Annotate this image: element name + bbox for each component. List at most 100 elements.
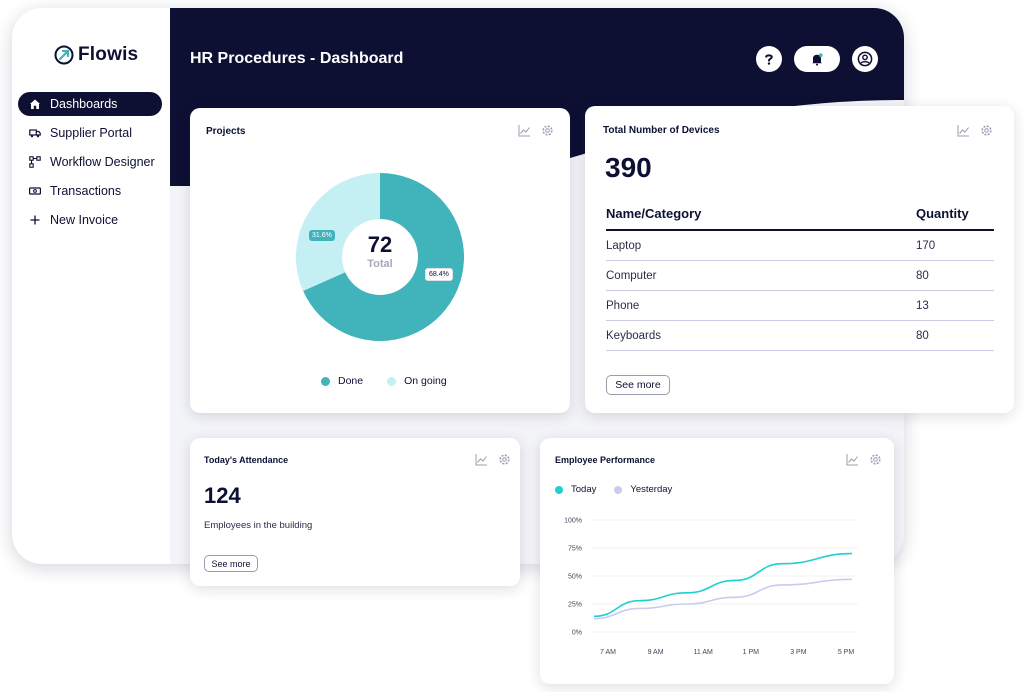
- help-button[interactable]: [756, 46, 782, 72]
- gear-icon[interactable]: [869, 453, 882, 466]
- column-header-quantity: Quantity: [916, 206, 969, 221]
- line-chart-icon[interactable]: [475, 453, 488, 466]
- x-tick-label: 3 PM: [790, 649, 807, 656]
- sidebar: Flowis Dashboards Supplier Portal Workfl…: [12, 8, 170, 564]
- projects-card: Projects 72 Total 68.4% 31.6% Done On go…: [190, 108, 570, 413]
- profile-button[interactable]: [852, 46, 878, 72]
- x-tick-label: 11 AM: [694, 649, 713, 656]
- devices-card-tools: [957, 124, 993, 137]
- row-divider: [606, 320, 994, 321]
- sidebar-nav: Dashboards Supplier Portal Workflow Desi…: [18, 92, 162, 237]
- table-cell-name: Computer: [606, 270, 657, 282]
- series-line-today: [593, 552, 853, 618]
- page-title: HR Procedures - Dashboard: [190, 50, 404, 67]
- performance-line-chart: 0% 25% 50% 75% 100% 7 AM 9 AM 11 AM 1 PM 3 PM 5 PM: [564, 518, 858, 656]
- projects-total-value: 72: [367, 232, 393, 257]
- devices-see-more-button[interactable]: See more: [606, 375, 670, 395]
- devices-total: 390: [605, 152, 652, 183]
- sidebar-item-transactions[interactable]: Transactions: [18, 179, 162, 203]
- column-header-name: Name/Category: [606, 206, 702, 221]
- attendance-card: Today's Attendance 124 Employees in the …: [190, 438, 520, 586]
- series-line-yesterday: [593, 578, 853, 620]
- plus-icon: [28, 213, 42, 227]
- performance-card: Employee Performance Today Yesterday 0% 2…: [540, 438, 894, 684]
- devices-card-title: Total Number of Devices: [603, 125, 720, 136]
- sidebar-item-label: Dashboards: [50, 97, 118, 111]
- gear-icon[interactable]: [980, 124, 993, 137]
- header-actions: [756, 46, 878, 72]
- flowis-logo-icon: [54, 45, 74, 65]
- home-icon: [28, 97, 42, 111]
- table-cell-quantity: 80: [916, 330, 929, 342]
- y-tick-label: 75%: [568, 546, 582, 553]
- y-tick-label: 100%: [564, 518, 582, 525]
- attendance-see-more-button[interactable]: See more: [204, 555, 258, 572]
- donut-slice-on-going: [296, 173, 380, 291]
- attendance-count: 124: [204, 483, 241, 508]
- y-tick-label: 50%: [568, 574, 582, 581]
- y-tick-label: 25%: [568, 602, 582, 609]
- projects-donut-chart: [296, 173, 464, 341]
- sidebar-item-label: Supplier Portal: [50, 126, 132, 140]
- legend-today-swatch: [555, 485, 563, 494]
- donut-slice-done: [303, 173, 464, 341]
- sidebar-item-supplier-portal[interactable]: Supplier Portal: [18, 121, 162, 145]
- line-chart-icon[interactable]: [846, 453, 859, 466]
- user-icon: [857, 51, 873, 67]
- logo-text: Flowis: [78, 44, 139, 65]
- attendance-card-tools: [475, 453, 511, 466]
- table-cell-quantity: 170: [916, 240, 936, 252]
- table-cell-name: Keyboards: [606, 330, 661, 342]
- row-divider: [606, 290, 994, 291]
- sidebar-item-new-invoice[interactable]: New Invoice: [18, 208, 162, 232]
- legend-ongoing-label: On going: [404, 375, 447, 387]
- help-icon: [765, 54, 773, 65]
- sidebar-item-label: Transactions: [50, 184, 122, 198]
- attendance-subtitle: Employees in the building: [204, 520, 313, 531]
- projects-total-label: Total: [367, 258, 393, 270]
- cash-icon: [28, 184, 42, 198]
- bell-icon: [812, 53, 823, 66]
- legend-yesterday-swatch: [614, 485, 623, 494]
- sidebar-item-dashboards[interactable]: Dashboards: [18, 92, 162, 116]
- table-cell-quantity: 80: [916, 270, 929, 282]
- sidebar-item-workflow-designer[interactable]: Workflow Designer: [18, 150, 162, 174]
- donut-center: 72 Total: [340, 233, 420, 271]
- performance-legend: Today Yesterday: [555, 484, 672, 495]
- performance-card-tools: [846, 453, 882, 466]
- x-tick-label: 5 PM: [838, 649, 855, 656]
- done-percent-label: 68.4%: [425, 268, 453, 281]
- devices-card: Total Number of Devices 390 Name/Categor…: [585, 106, 1014, 413]
- ongoing-percent-label: 31.6%: [309, 230, 335, 241]
- sidebar-item-label: Workflow Designer: [50, 155, 155, 169]
- y-tick-label: 0%: [572, 630, 582, 637]
- x-tick-label: 9 AM: [648, 649, 664, 656]
- projects-legend: Done On going: [321, 375, 447, 387]
- truck-icon: [28, 126, 42, 140]
- logo[interactable]: Flowis: [54, 44, 138, 66]
- legend-done-label: Done: [338, 375, 364, 387]
- row-divider: [606, 350, 994, 351]
- projects-card-title: Projects: [206, 126, 246, 137]
- header-divider: [606, 229, 994, 231]
- table-cell-quantity: 13: [916, 300, 929, 312]
- legend-done-swatch: [321, 376, 330, 386]
- table-cell-name: Phone: [606, 300, 640, 312]
- notifications-button[interactable]: [794, 46, 840, 72]
- row-divider: [606, 260, 994, 261]
- legend-today-label: Today: [571, 484, 597, 495]
- legend-yesterday-label: Yesterday: [630, 484, 673, 495]
- x-tick-label: 1 PM: [743, 649, 760, 656]
- projects-card-tools: [518, 124, 554, 137]
- table-cell-name: Laptop: [606, 240, 642, 252]
- x-tick-label: 7 AM: [600, 649, 616, 656]
- devices-table: Name/Category Quantity Laptop 170 Comput…: [606, 206, 994, 356]
- workflow-icon: [28, 155, 42, 169]
- line-chart-icon[interactable]: [957, 124, 970, 137]
- line-chart-icon[interactable]: [518, 124, 531, 137]
- gear-icon[interactable]: [498, 453, 511, 466]
- sidebar-item-label: New Invoice: [50, 213, 119, 227]
- gear-icon[interactable]: [541, 124, 554, 137]
- attendance-card-title: Today's Attendance: [204, 455, 289, 465]
- legend-ongoing-swatch: [387, 376, 397, 386]
